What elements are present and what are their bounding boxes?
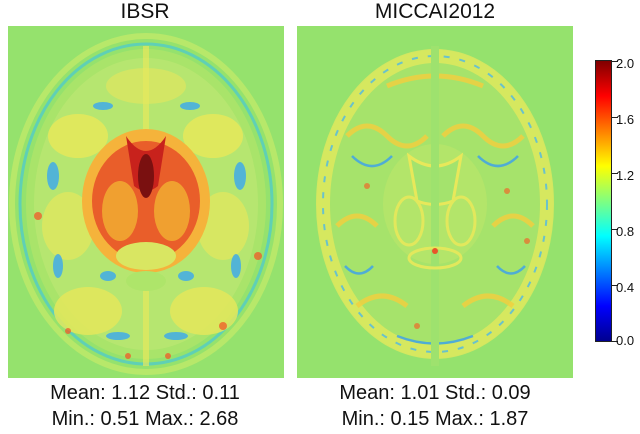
colorbar-tick bbox=[612, 229, 618, 230]
stats-ibsr-mean-std: Mean: 1.12 Std.: 0.11 bbox=[50, 382, 240, 404]
colorbar-tick-label: 2.0 bbox=[616, 56, 635, 71]
brain-map-miccai2012 bbox=[297, 26, 573, 378]
colorbar-tick-label: 1.6 bbox=[616, 112, 635, 127]
panel-title-ibsr: IBSR bbox=[120, 0, 170, 23]
colorbar-tick bbox=[612, 61, 618, 62]
colorbar-tick bbox=[612, 341, 618, 342]
colorbar-tick-label: 0.4 bbox=[616, 280, 635, 295]
stats-miccai2012: Mean: 1.01 Std.: 0.09 Min.: 0.15 Max.: 1… bbox=[290, 380, 580, 432]
stats-ibsr: Mean: 1.12 Std.: 0.11 Min.: 0.51 Max.: 2… bbox=[0, 380, 290, 432]
colorbar-tick bbox=[612, 173, 618, 174]
stats-ibsr-min-max: Min.: 0.51 Max.: 2.68 bbox=[51, 408, 239, 430]
stats-miccai2012-mean-std: Mean: 1.01 Std.: 0.09 bbox=[339, 382, 531, 404]
colorbar-tick-label: 0.0 bbox=[616, 333, 635, 348]
brain-map-miccai2012-graphic bbox=[297, 26, 573, 378]
colorbar-tick bbox=[612, 285, 618, 286]
brain-map-ibsr-graphic bbox=[8, 26, 284, 378]
stats-miccai2012-min-max: Min.: 0.15 Max.: 1.87 bbox=[341, 408, 529, 430]
colorbar-tick-label: 0.8 bbox=[616, 224, 635, 239]
colorbar-tick bbox=[612, 117, 618, 118]
colorbar bbox=[595, 60, 612, 342]
panel-title-miccai2012: MICCAI2012 bbox=[374, 0, 496, 23]
brain-map-ibsr bbox=[8, 26, 284, 378]
colorbar-tick-label: 1.2 bbox=[616, 168, 635, 183]
